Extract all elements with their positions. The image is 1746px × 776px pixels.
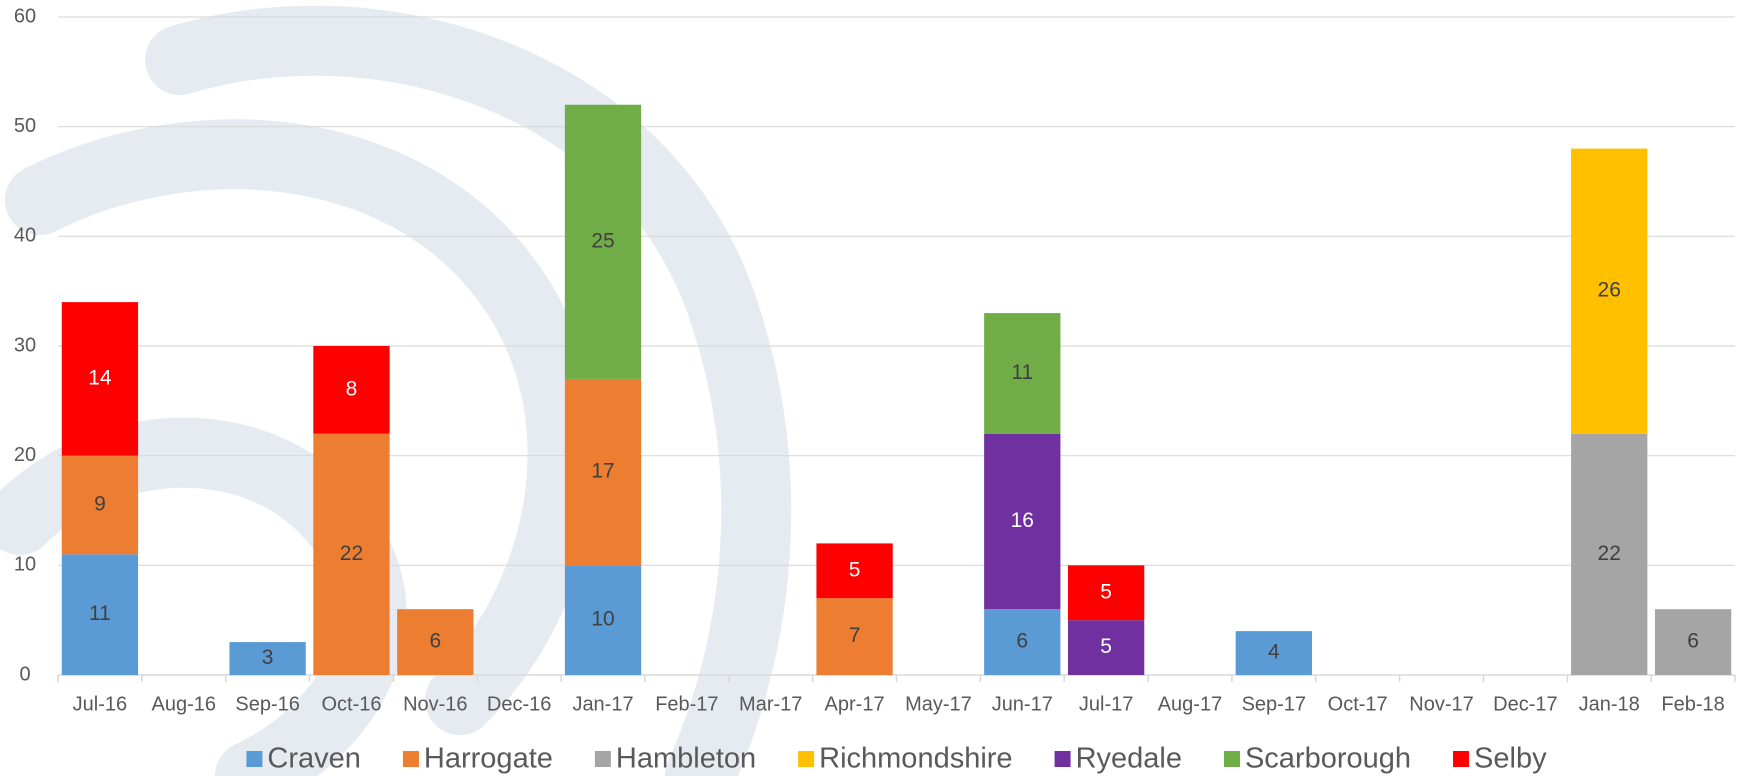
data-label: 22 bbox=[1598, 542, 1621, 565]
legend-item: Hambleton bbox=[595, 743, 756, 775]
x-tick-label: Apr-17 bbox=[825, 693, 885, 715]
data-label: 8 bbox=[346, 377, 358, 400]
x-tick-label: Nov-16 bbox=[403, 693, 467, 715]
page: {"chart_data": {"type": "stacked_bar", "… bbox=[0, 0, 1746, 776]
data-label: 26 bbox=[1598, 279, 1621, 302]
y-tick-label: 30 bbox=[14, 334, 36, 356]
x-tick-label: Feb-17 bbox=[655, 693, 718, 715]
x-tick-label: Feb-18 bbox=[1661, 693, 1724, 715]
x-tick-label: Dec-17 bbox=[1493, 693, 1557, 715]
x-tick-label: Jan-18 bbox=[1579, 693, 1640, 715]
x-tick-label: Nov-17 bbox=[1409, 693, 1473, 715]
x-tick-label: Sep-17 bbox=[1242, 693, 1307, 715]
legend-label: Craven bbox=[267, 743, 361, 775]
data-label: 5 bbox=[1100, 635, 1112, 658]
chart: 0 10 20 30 40 50 60 Jul-16 11 9 14 Aug-16 Sep-16 3 Oct… bbox=[0, 0, 1746, 776]
data-label: 11 bbox=[89, 602, 111, 625]
legend-swatch bbox=[1453, 751, 1469, 767]
data-label: 16 bbox=[1011, 509, 1034, 532]
legend-swatch bbox=[403, 751, 419, 767]
data-label: 5 bbox=[1100, 580, 1112, 603]
x-tick-label: Dec-16 bbox=[487, 693, 551, 715]
y-tick-label: 20 bbox=[14, 444, 36, 466]
x-tick-label: Aug-17 bbox=[1158, 693, 1223, 715]
legend-swatch bbox=[1224, 751, 1240, 767]
data-label: 6 bbox=[429, 630, 441, 653]
legend-swatch bbox=[1055, 751, 1071, 767]
data-label: 22 bbox=[340, 542, 363, 565]
legend-item: Harrogate bbox=[403, 743, 553, 775]
data-label: 5 bbox=[849, 558, 861, 581]
legend-swatch bbox=[798, 751, 814, 767]
data-label: 6 bbox=[1016, 630, 1028, 653]
y-tick-label: 60 bbox=[14, 5, 36, 27]
legend-swatch bbox=[595, 751, 611, 767]
legend-item: Scarborough bbox=[1224, 743, 1411, 775]
data-label: 25 bbox=[591, 229, 614, 252]
y-tick-label: 50 bbox=[14, 115, 36, 137]
x-tick-label: Aug-16 bbox=[152, 693, 217, 715]
data-label: 17 bbox=[591, 460, 614, 483]
x-tick-label: Jun-17 bbox=[992, 693, 1053, 715]
legend-label: Hambleton bbox=[616, 743, 756, 775]
data-label: 7 bbox=[849, 624, 861, 647]
data-label: 14 bbox=[88, 366, 112, 389]
legend-label: Richmondshire bbox=[819, 743, 1012, 775]
x-tick-label: Oct-16 bbox=[321, 693, 381, 715]
legend-label: Selby bbox=[1474, 743, 1547, 775]
x-tick-label: Jul-16 bbox=[73, 693, 127, 715]
y-tick-label: 10 bbox=[14, 554, 36, 576]
legend-label: Harrogate bbox=[424, 743, 553, 775]
x-tick-label: Jul-17 bbox=[1079, 693, 1133, 715]
x-tick-label: Jan-17 bbox=[572, 693, 633, 715]
data-label: 10 bbox=[591, 608, 614, 631]
y-tick-label: 0 bbox=[19, 663, 30, 685]
x-tick-label: Sep-16 bbox=[235, 693, 300, 715]
legend-item: Richmondshire bbox=[798, 743, 1012, 775]
data-label: 3 bbox=[262, 646, 274, 669]
y-tick-label: 40 bbox=[14, 225, 36, 247]
data-label: 6 bbox=[1687, 630, 1699, 653]
legend-label: Ryedale bbox=[1076, 743, 1182, 775]
legend-item: Selby bbox=[1453, 743, 1547, 775]
data-label: 4 bbox=[1268, 641, 1280, 664]
x-tick-label: Oct-17 bbox=[1328, 693, 1388, 715]
legend-swatch bbox=[246, 751, 262, 767]
data-label: 9 bbox=[94, 493, 106, 516]
legend-item: Ryedale bbox=[1055, 743, 1182, 775]
legend: Craven Harrogate Hambleton Richmondshire Rye… bbox=[246, 743, 1547, 775]
x-tick-label: May-17 bbox=[905, 693, 972, 715]
legend-label: Scarborough bbox=[1245, 743, 1411, 775]
x-tick-label: Mar-17 bbox=[739, 693, 802, 715]
data-label: 11 bbox=[1011, 361, 1033, 384]
